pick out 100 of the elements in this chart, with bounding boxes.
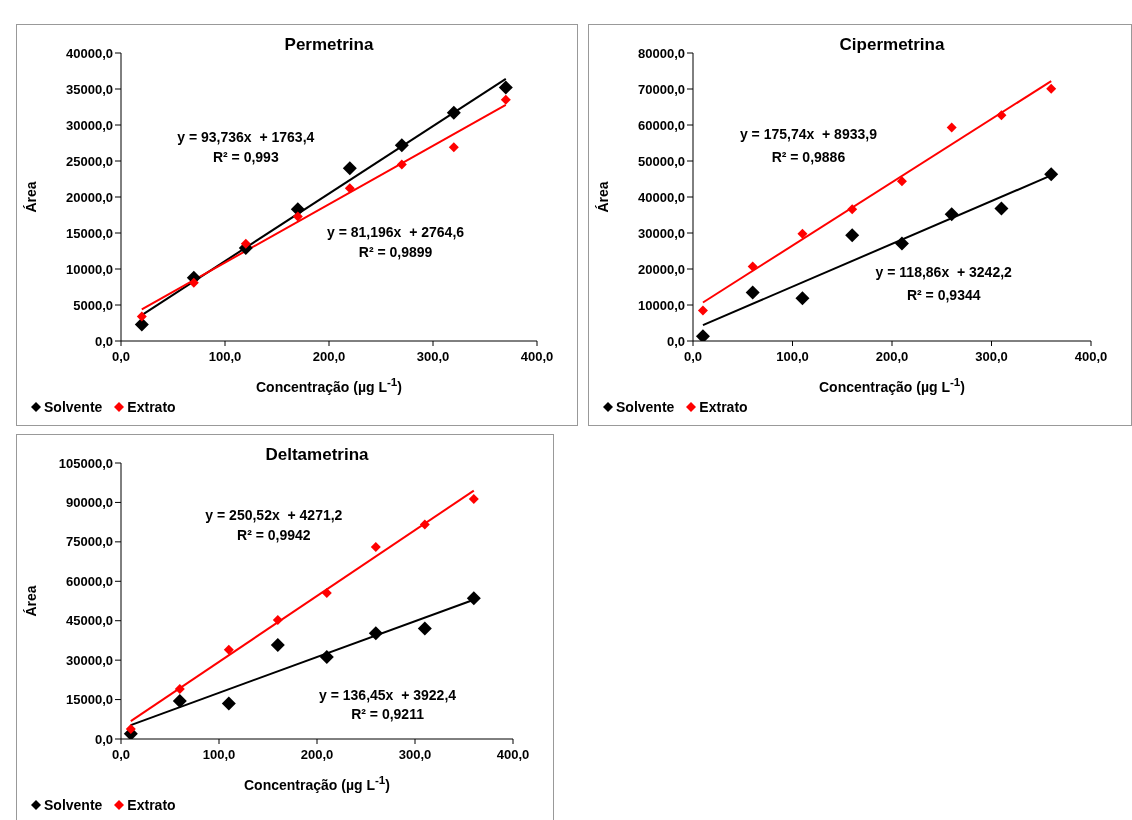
point	[396, 159, 407, 170]
x-axis-title: Concentração (µg L$^{-1}$)	[243, 773, 391, 793]
point	[468, 494, 479, 505]
point	[944, 207, 959, 222]
y-tick-label: 20000,0	[66, 189, 113, 205]
annotation: R² = 0,9899	[358, 243, 433, 260]
point	[498, 80, 513, 95]
point	[695, 329, 710, 341]
y-tick-label: 25000,0	[66, 153, 113, 169]
point	[697, 305, 708, 316]
annotation: R² = 0,9942	[237, 526, 311, 543]
point	[221, 696, 236, 711]
y-axis-title: Área	[594, 181, 611, 213]
point	[466, 591, 481, 606]
point	[342, 161, 357, 176]
legend-label: Extrato	[126, 796, 176, 813]
annotation: y = 93,736x + 1763,4	[177, 128, 315, 145]
y-tick-label: 80000,0	[638, 45, 685, 61]
y-tick-label: 40000,0	[66, 45, 113, 61]
point	[795, 291, 810, 306]
x-tick-label: 300,0	[975, 349, 1008, 365]
y-tick-label: 0,0	[94, 333, 113, 349]
point	[745, 285, 760, 300]
annotation: y = 250,52x + 4271,2	[205, 507, 343, 524]
y-tick-label: 60000,0	[638, 117, 685, 133]
point	[446, 105, 461, 120]
point	[994, 201, 1009, 216]
legend-label: Extrato	[698, 398, 748, 415]
y-tick-label: 105000,0	[58, 455, 113, 471]
x-tick-label: 400,0	[520, 349, 554, 365]
y-tick-label: 0,0	[94, 731, 113, 747]
point	[172, 693, 187, 708]
point	[136, 311, 147, 322]
x-tick-label: 300,0	[416, 349, 450, 365]
point	[894, 236, 909, 251]
point	[747, 261, 758, 272]
y-tick-label: 90000,0	[66, 495, 113, 511]
y-tick-label: 15000,0	[66, 692, 113, 708]
point	[188, 277, 199, 288]
point	[394, 138, 409, 153]
y-tick-label: 35000,0	[66, 81, 113, 97]
annotation: R² = 0,993	[212, 148, 279, 165]
x-tick-label: 200,0	[300, 747, 334, 763]
point	[845, 228, 860, 243]
point	[240, 238, 251, 249]
point	[996, 110, 1007, 121]
x-tick-label: 100,0	[202, 747, 236, 763]
point	[319, 649, 334, 664]
x-tick-label: 200,0	[312, 349, 346, 365]
legend-label: Solvente	[43, 796, 103, 813]
x-tick-label: 0,0	[111, 747, 131, 763]
y-tick-label: 20000,0	[638, 261, 685, 277]
y-tick-label: 40000,0	[638, 189, 685, 205]
point	[272, 614, 283, 625]
legend-label: Extrato	[126, 398, 176, 415]
x-tick-label: 400,0	[496, 747, 530, 763]
y-tick-label: 60000,0	[66, 573, 113, 589]
point	[847, 204, 858, 215]
point	[125, 724, 136, 735]
point	[1044, 167, 1059, 182]
chart-title: Cipermetrina	[838, 35, 946, 55]
point	[368, 626, 383, 641]
point	[292, 211, 303, 222]
chart-title: Permetrina	[283, 35, 375, 55]
x-tick-label: 300,0	[398, 747, 432, 763]
y-tick-label: 15000,0	[66, 225, 113, 241]
point	[896, 176, 907, 187]
y-axis-title: Área	[22, 181, 39, 213]
annotation: y = 81,196x + 2764,6	[327, 223, 465, 240]
x-tick-label: 0,0	[111, 349, 131, 365]
point	[946, 122, 957, 133]
y-tick-label: 5000,0	[73, 297, 113, 313]
annotation: y = 118,86x + 3242,2	[875, 263, 1012, 280]
y-tick-label: 10000,0	[66, 261, 113, 277]
x-axis-title: Concentração (µg L$^{-1}$)	[255, 375, 403, 395]
y-tick-label: 30000,0	[638, 225, 685, 241]
y-tick-label: 70000,0	[638, 81, 685, 97]
x-tick-label: 100,0	[776, 349, 809, 365]
point	[270, 637, 285, 652]
x-axis-title: Concentração (µg L$^{-1}$)	[818, 375, 966, 395]
point	[174, 684, 185, 695]
point	[797, 228, 808, 239]
y-tick-label: 45000,0	[66, 613, 113, 629]
x-tick-label: 0,0	[683, 349, 703, 365]
y-tick-label: 50000,0	[638, 153, 685, 169]
y-axis-title: Área	[22, 585, 39, 617]
y-tick-label: 0,0	[666, 333, 685, 349]
y-tick-label: 30000,0	[66, 117, 113, 133]
y-tick-label: 75000,0	[66, 534, 113, 550]
point	[500, 94, 511, 105]
x-tick-label: 100,0	[208, 349, 242, 365]
x-tick-label: 400,0	[1074, 349, 1108, 365]
annotation: y = 175,74x + 8933,9	[739, 125, 877, 142]
legend-label: Solvente	[615, 398, 675, 415]
point	[417, 621, 432, 636]
point	[321, 588, 332, 599]
annotation: R² = 0,9344	[906, 286, 981, 303]
annotation: y = 136,45x + 3922,4	[319, 686, 457, 703]
y-tick-label: 10000,0	[638, 297, 685, 313]
point	[223, 644, 234, 655]
